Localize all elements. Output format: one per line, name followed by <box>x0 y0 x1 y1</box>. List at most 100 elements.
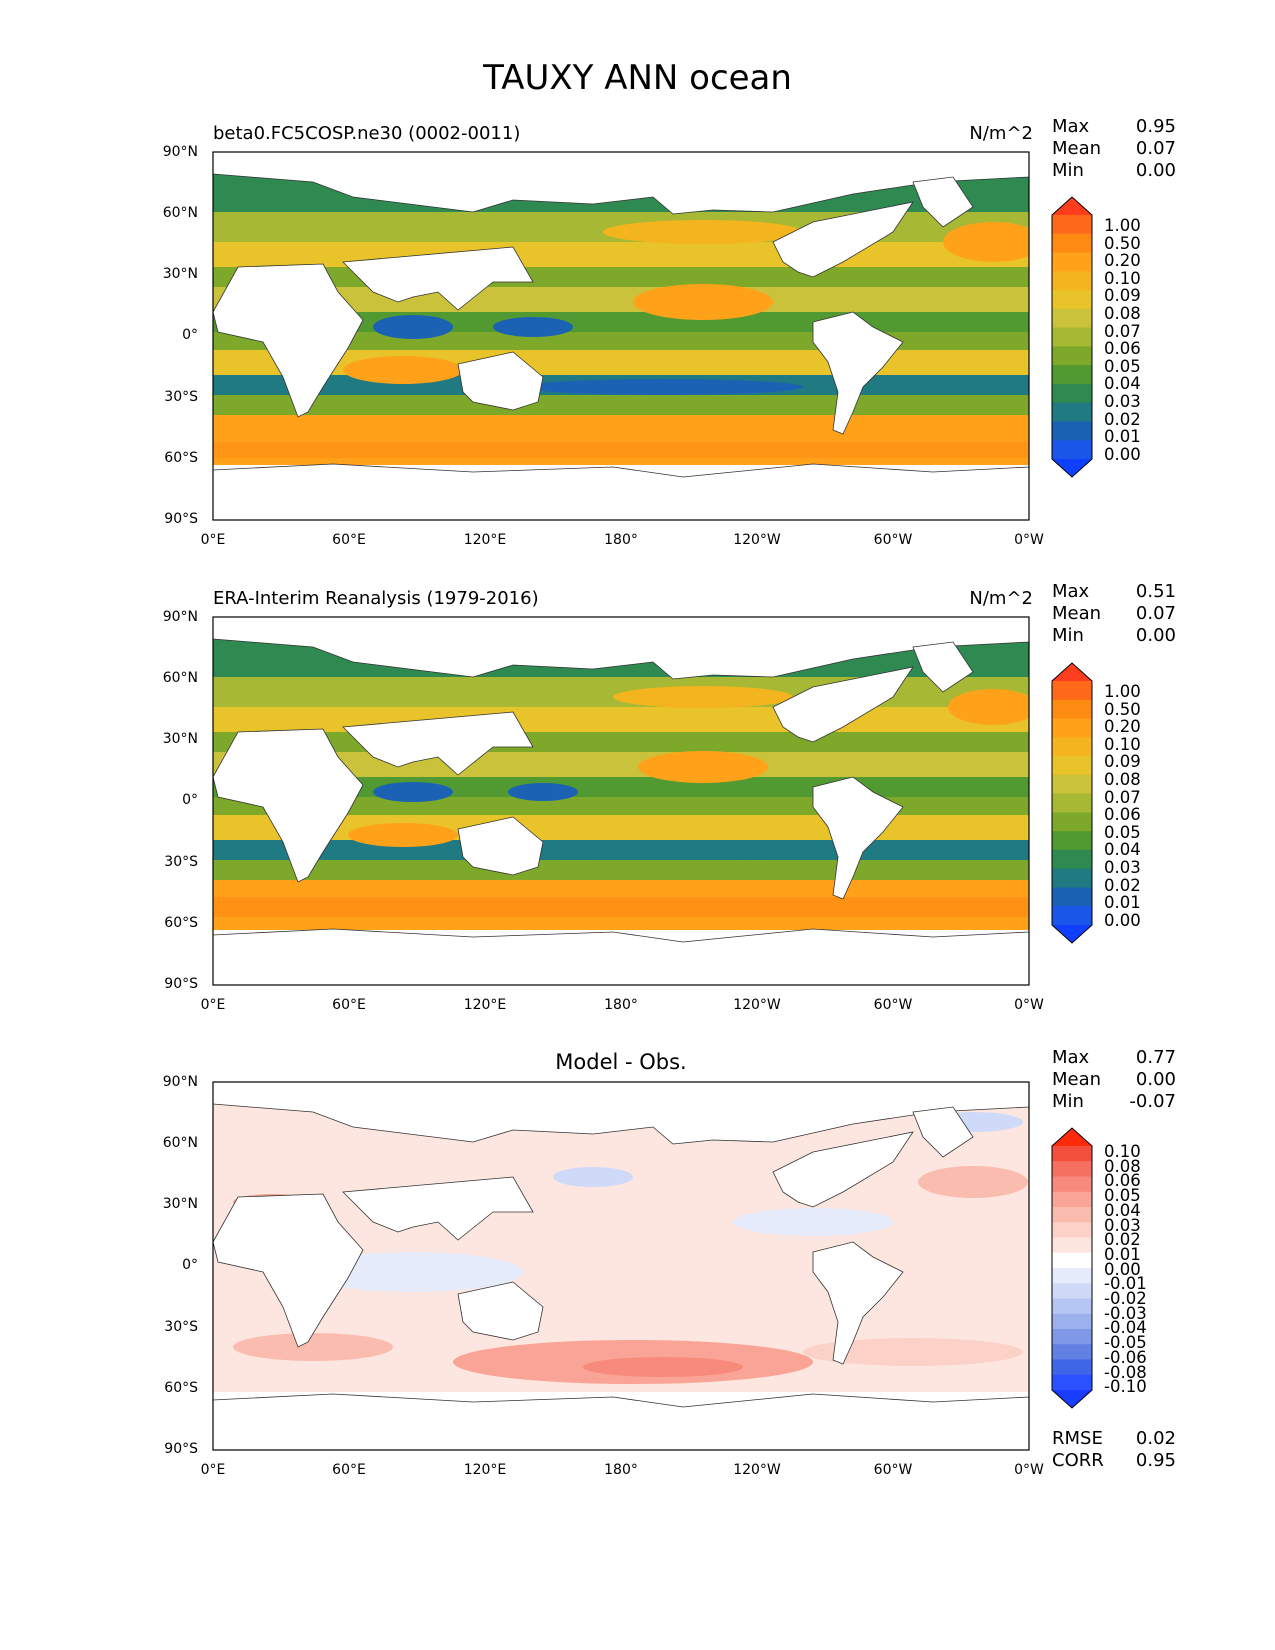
y-tick: 30°S <box>164 854 198 870</box>
colorbar-segment <box>1052 868 1092 888</box>
colorbar-segment <box>1052 233 1092 254</box>
colorbar-segment <box>1052 831 1092 851</box>
colorbar-tick-label: 0.04 <box>1104 1200 1141 1220</box>
colorbar-extend-max <box>1052 197 1092 215</box>
colorbar-segment <box>1052 1161 1092 1177</box>
colorbar-extend-min <box>1052 459 1092 477</box>
y-tick: 30°S <box>164 1319 198 1335</box>
colorbar-tick-label: 0.02 <box>1104 409 1141 429</box>
colorbar-tick-label: 0.00 <box>1104 910 1141 930</box>
stat-min-value: 0.00 <box>1135 625 1176 646</box>
colorbar-extend-max <box>1052 663 1092 681</box>
colorbar-segment <box>1052 290 1092 310</box>
colorbar-outline <box>1051 1127 1093 1409</box>
colorbar-segment <box>1052 887 1092 907</box>
colorbar-tick-label: 0.00 <box>1104 1259 1141 1279</box>
colorbar-segment <box>1052 1222 1092 1238</box>
colorbar-extend-max <box>1052 1128 1092 1146</box>
colorbar-tick-label: 0.01 <box>1104 427 1141 447</box>
stat-max-label: Max <box>1052 1047 1090 1068</box>
y-tick: 90°N <box>162 1074 198 1090</box>
colorbar-segment <box>1052 906 1092 926</box>
y-tick: 60°S <box>164 450 198 466</box>
colorbar-tick-label: 0.01 <box>1104 1244 1141 1264</box>
x-tick: 180° <box>604 997 638 1013</box>
colorbar-tick-label: 1.00 <box>1104 216 1141 235</box>
x-tick: 120°W <box>733 532 781 548</box>
x-tick: 0°W <box>1014 997 1044 1013</box>
colorbar-segment <box>1052 252 1092 272</box>
stat-min-label: Min <box>1052 160 1084 181</box>
colorbar <box>1051 196 1093 478</box>
colorbar-segment <box>1052 215 1092 235</box>
colorbar-tick-label: 0.07 <box>1104 321 1141 341</box>
colorbar-tick-label: -0.03 <box>1104 1303 1147 1323</box>
colorbar-tick-label: 0.03 <box>1104 392 1141 411</box>
colorbar-outline <box>1051 196 1093 478</box>
colorbar-tick-label: -0.02 <box>1104 1289 1147 1308</box>
map-plot <box>212 1081 1030 1451</box>
colorbar-segment <box>1052 383 1092 404</box>
map-plot <box>212 616 1030 986</box>
colorbar-segment <box>1052 1344 1092 1360</box>
y-tick: 60°S <box>164 915 198 931</box>
y-tick: 30°N <box>162 266 198 282</box>
x-tick: 60°W <box>873 997 913 1013</box>
colorbar-segment <box>1052 756 1092 776</box>
colorbar-tick-label: 0.03 <box>1104 858 1141 877</box>
colorbar-tick-label: 0.06 <box>1104 1171 1141 1191</box>
stat-max-value: 0.77 <box>1135 1047 1176 1068</box>
y-tick: 60°N <box>162 670 198 686</box>
colorbar-segment <box>1052 1146 1092 1162</box>
stat-max-label: Max <box>1052 581 1090 602</box>
panel-title: ERA-Interim Reanalysis (1979-2016) <box>213 588 539 609</box>
colorbar-segment <box>1052 402 1092 422</box>
colorbar-segment <box>1052 1298 1092 1315</box>
y-tick: 90°S <box>164 976 198 992</box>
x-tick: 180° <box>604 1462 638 1478</box>
map-plot <box>212 151 1030 521</box>
x-tick: 120°E <box>463 1462 507 1478</box>
colorbar-tick-label: 0.05 <box>1104 356 1141 376</box>
colorbar-tick-label: -0.08 <box>1104 1362 1147 1382</box>
colorbar-tick-label: 0.02 <box>1104 1230 1141 1250</box>
colorbar-segment <box>1052 718 1092 738</box>
colorbar-segment <box>1052 1252 1092 1269</box>
y-tick: 90°S <box>164 511 198 527</box>
stat-max-label: Max <box>1052 116 1090 137</box>
colorbar-tick-label: -0.04 <box>1104 1318 1147 1338</box>
x-tick: 120°W <box>733 997 781 1013</box>
stat-min-value: -0.07 <box>1129 1091 1176 1112</box>
x-tick: 60°E <box>332 532 366 548</box>
x-tick: 0°W <box>1014 1462 1044 1478</box>
colorbar-segment <box>1052 308 1092 329</box>
colorbar-tick-label: 0.06 <box>1104 339 1141 359</box>
colorbar-segment <box>1052 1237 1092 1254</box>
colorbar-tick-label: -0.06 <box>1104 1347 1147 1367</box>
x-tick: 60°W <box>873 532 913 548</box>
colorbar-segment <box>1052 849 1092 870</box>
x-tick: 60°E <box>332 1462 366 1478</box>
colorbar-tick-label: -0.05 <box>1104 1333 1147 1353</box>
colorbar-segment <box>1052 1191 1092 1208</box>
colorbar-tick-label: 0.08 <box>1104 770 1141 789</box>
panel-title: beta0.FC5COSP.ne30 (0002-0011) <box>213 123 521 144</box>
colorbar-tick-label: 0.02 <box>1104 875 1141 895</box>
y-tick: 30°N <box>162 731 198 747</box>
colorbar-tick-label: 0.09 <box>1104 752 1141 772</box>
stat-max-value: 0.51 <box>1135 581 1176 602</box>
colorbar-segment <box>1052 774 1092 795</box>
colorbar-tick-label: 0.05 <box>1104 822 1141 842</box>
colorbar-tick-label: 0.20 <box>1104 717 1141 737</box>
colorbar-extend-min <box>1052 925 1092 943</box>
panel-title: Model - Obs. <box>555 1050 687 1074</box>
colorbar-tick-label: 0.04 <box>1104 374 1141 394</box>
colorbar <box>1051 662 1093 944</box>
units-label: N/m^2 <box>969 123 1033 144</box>
y-tick: 0° <box>182 327 198 343</box>
colorbar-segment <box>1052 346 1092 366</box>
stat-mean-label: Mean <box>1052 1069 1102 1090</box>
y-tick: 60°N <box>162 205 198 221</box>
colorbar-tick-label: 0.06 <box>1104 805 1141 825</box>
stat-corr-value: 0.95 <box>1135 1450 1176 1471</box>
